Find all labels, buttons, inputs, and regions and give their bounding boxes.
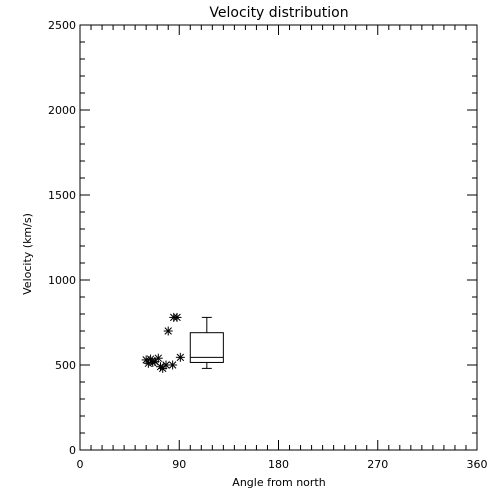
box-iqr xyxy=(189,332,224,363)
y-tick-label: 1000 xyxy=(48,274,76,287)
axes: 0 90 180 270 360 0 500 1000 1500 2000 2500 xyxy=(48,19,488,471)
data-point xyxy=(161,360,171,370)
box-plot xyxy=(189,316,224,369)
y-tick-label: 0 xyxy=(69,444,76,457)
data-point xyxy=(153,353,163,363)
x-tick-label: 0 xyxy=(77,458,84,471)
x-axis-title: Angle from north xyxy=(232,476,325,489)
data-point xyxy=(175,352,185,362)
y-tick-label: 2000 xyxy=(48,104,76,117)
x-tick-label: 270 xyxy=(367,458,388,471)
y-tick-label: 500 xyxy=(55,359,76,372)
plot-frame xyxy=(79,24,478,451)
y-tick-label: 1500 xyxy=(48,189,76,202)
chart-marks xyxy=(141,312,224,373)
x-tick-label: 360 xyxy=(467,458,488,471)
y-axis-title: Velocity (km/s) xyxy=(21,213,34,295)
data-point xyxy=(163,326,173,336)
x-tick-label: 90 xyxy=(172,458,186,471)
x-tick-label: 180 xyxy=(268,458,289,471)
data-point xyxy=(172,312,182,322)
chart-title: Velocity distribution xyxy=(209,5,348,21)
data-point xyxy=(168,360,178,370)
y-tick-label: 2500 xyxy=(48,19,76,32)
